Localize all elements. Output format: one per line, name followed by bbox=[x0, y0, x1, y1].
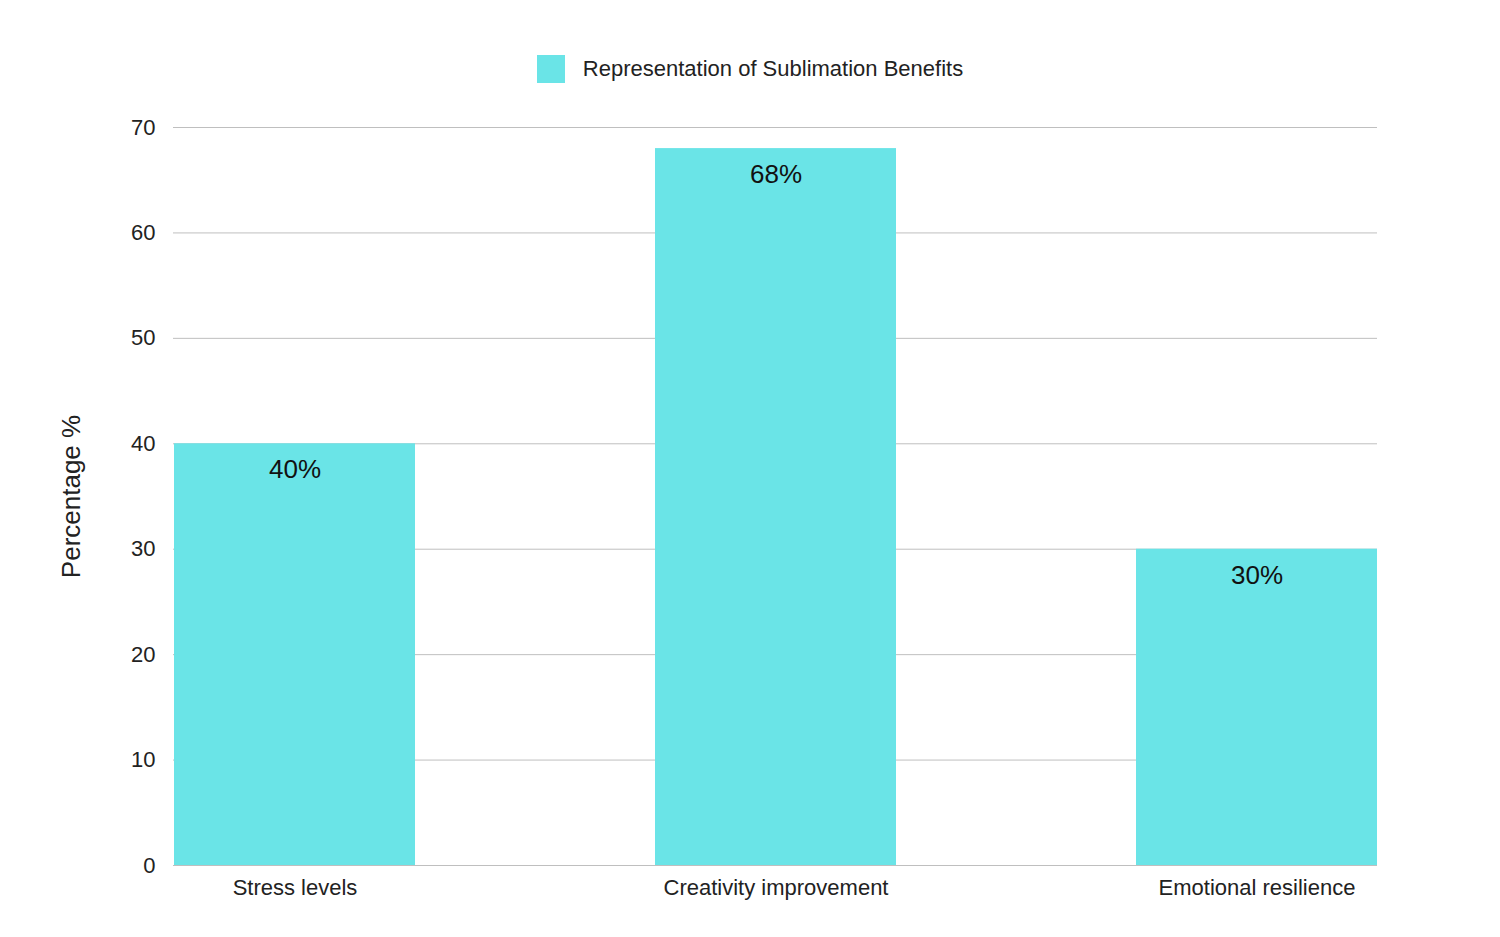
svg-text:30%: 30% bbox=[1231, 560, 1283, 590]
svg-text:10: 10 bbox=[131, 747, 155, 772]
svg-text:60: 60 bbox=[131, 220, 155, 245]
svg-text:68%: 68% bbox=[750, 159, 802, 189]
svg-text:Emotional resilience: Emotional resilience bbox=[1159, 875, 1356, 900]
svg-text:70: 70 bbox=[131, 115, 155, 140]
svg-text:40: 40 bbox=[131, 431, 155, 456]
svg-text:0: 0 bbox=[143, 853, 155, 878]
svg-text:Stress levels: Stress levels bbox=[233, 875, 358, 900]
svg-text:30: 30 bbox=[131, 536, 155, 561]
svg-text:50: 50 bbox=[131, 325, 155, 350]
svg-text:Creativity improvement: Creativity improvement bbox=[664, 875, 889, 900]
html-text:Representation of Sublimation: Representation of Sublimation Benefits bbox=[582, 56, 964, 81]
svg-text:Percentage %: Percentage % bbox=[56, 415, 86, 578]
svg-text:20: 20 bbox=[131, 642, 155, 667]
svg-text:40%: 40% bbox=[269, 454, 321, 484]
